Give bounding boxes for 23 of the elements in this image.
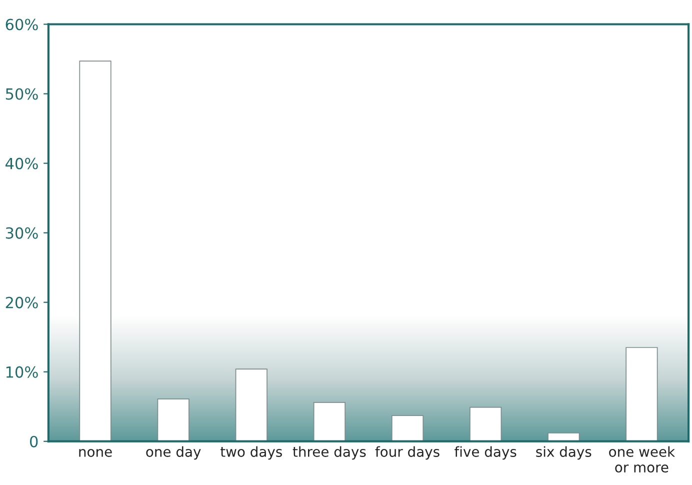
y-tick-label: 0 [30, 436, 38, 448]
y-tick-label: 50% [6, 88, 38, 100]
x-tick-label: five days [454, 446, 516, 460]
y-tick-label: 40% [6, 158, 38, 170]
x-tick-label: none [79, 448, 112, 457]
x-tick-label: three days [292, 446, 366, 460]
bar [157, 398, 190, 442]
x-tick-label: four days [375, 446, 440, 460]
x-tick-label: one week or more [609, 446, 676, 473]
bar [548, 432, 580, 442]
bar [470, 406, 502, 442]
bar [391, 415, 424, 442]
x-tick-label: six days [536, 446, 592, 460]
bar [79, 60, 112, 442]
bar [235, 368, 268, 442]
bar [626, 347, 658, 442]
y-tick-label: 30% [6, 227, 38, 239]
x-tick-label: one day [146, 446, 201, 460]
y-tick-label: 60% [6, 18, 38, 30]
x-tick-label: two days [220, 446, 282, 460]
y-tick-label: 20% [6, 296, 38, 308]
bar [313, 402, 346, 442]
y-tick-label: 10% [6, 366, 38, 378]
